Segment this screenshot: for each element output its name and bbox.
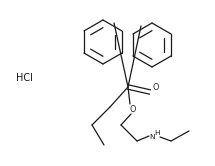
Text: H: H: [154, 130, 160, 136]
Text: N: N: [149, 134, 155, 140]
Text: O: O: [153, 83, 159, 91]
Text: HCl: HCl: [16, 73, 33, 83]
Text: O: O: [130, 105, 136, 114]
